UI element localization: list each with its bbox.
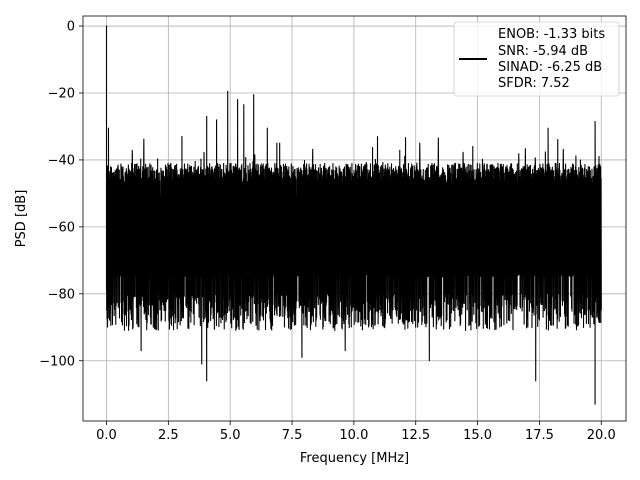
x-tick-label: 0.0: [96, 428, 117, 443]
plot-frame: [82, 15, 627, 422]
x-tick-label: 20.0: [587, 428, 616, 443]
legend: ENOB: -1.33 bits SNR: -5.94 dB SINAD: -6…: [453, 21, 620, 97]
legend-line-sinad: SINAD: -6.25 dB: [498, 60, 602, 75]
y-tick-label: −40: [48, 153, 75, 168]
series-psd: [105, 25, 602, 405]
y-axis-label: PSD [dB]: [14, 190, 29, 248]
y-axis: 0 −20 −40 −60 −80 −100: [39, 20, 83, 369]
legend-box: [453, 21, 620, 97]
y-tick-label: −60: [48, 220, 75, 235]
x-tick-label: 2.5: [158, 428, 179, 443]
y-tick-label: −80: [48, 287, 75, 302]
x-axis-label: Frequency [MHz]: [300, 451, 409, 466]
x-tick-label: 12.5: [401, 428, 430, 443]
y-tick-label: −100: [39, 354, 75, 369]
psd-trace: [105, 25, 602, 405]
x-tick-label: 7.5: [282, 428, 303, 443]
legend-line-sfdr: SFDR: 7.52: [498, 76, 570, 91]
x-tick-label: 17.5: [525, 428, 554, 443]
x-axis: 0.0 2.5 5.0 7.5 10.0 12.5 15.0 17.5 20.0: [96, 421, 616, 443]
x-tick-label: 10.0: [339, 428, 368, 443]
y-tick-label: −20: [48, 86, 75, 101]
x-tick-label: 15.0: [463, 428, 492, 443]
x-tick-label: 5.0: [220, 428, 241, 443]
legend-line-enob: ENOB: -1.33 bits: [498, 27, 605, 42]
legend-line-snr: SNR: -5.94 dB: [498, 44, 588, 59]
y-tick-label: 0: [67, 20, 75, 35]
